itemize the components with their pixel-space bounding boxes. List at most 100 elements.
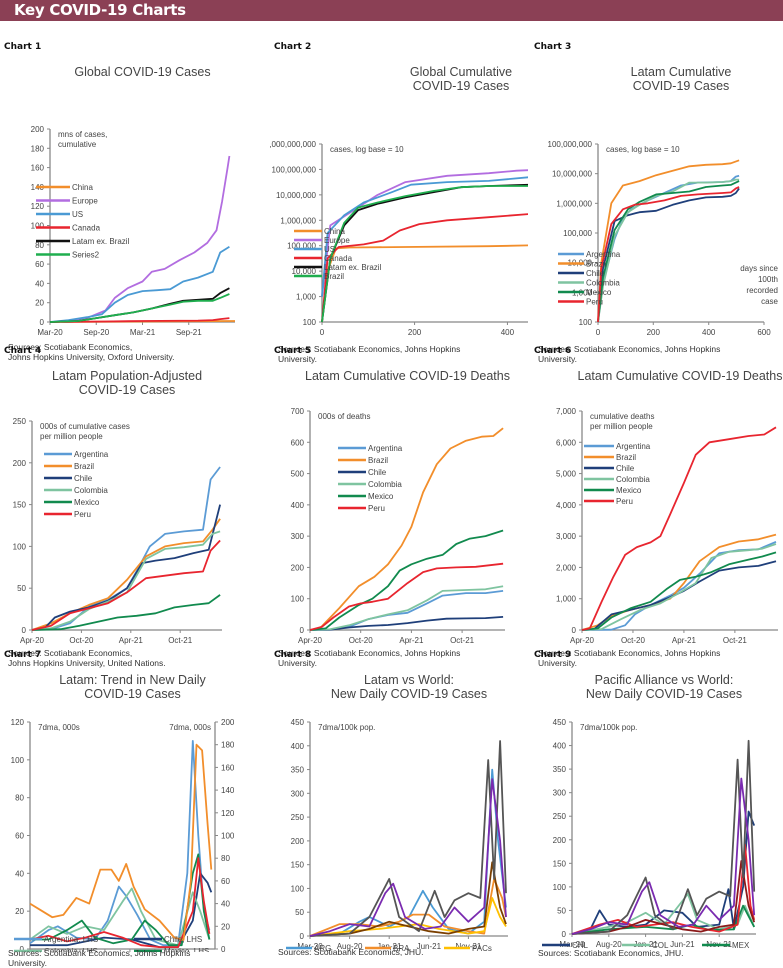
- y-tick-label-right: 180: [221, 741, 235, 750]
- legend-label: Canada: [72, 224, 101, 233]
- y-tick-label: 80: [15, 794, 24, 803]
- y-tick-label: 250: [291, 813, 305, 822]
- legend-label: Brazil: [368, 456, 388, 465]
- legend-item: Mexico: [44, 498, 100, 507]
- legend-item: US: [36, 210, 83, 219]
- y-tick-label: 20: [35, 299, 44, 308]
- x-tick-label: Oct-21: [723, 636, 748, 645]
- chart-number: Chart 2: [274, 42, 311, 52]
- y-tick-label: 50: [557, 906, 566, 915]
- x-tick-label: Oct-20: [621, 636, 646, 645]
- page-banner: Key COVID-19 Charts: [0, 0, 783, 21]
- series-line-arg: [310, 770, 506, 936]
- source-line: Sources: Scotiabank Economics, JHU.: [278, 947, 424, 957]
- series-line-chile: [582, 561, 776, 630]
- legend-label: Peru: [616, 497, 633, 506]
- y-tick-label: 450: [291, 718, 305, 727]
- y-tick-label-right: 120: [221, 809, 235, 818]
- legend-label: China: [72, 183, 93, 192]
- y-tick-label: 0: [572, 626, 577, 635]
- x-tick-label: Apr-20: [298, 636, 323, 645]
- chart-title: Latam Population-Adjusted: [52, 369, 202, 383]
- y-tick-label: 200: [31, 125, 45, 134]
- legend-label: MEX: [732, 941, 750, 950]
- x-tick-label: Apr-20: [570, 636, 595, 645]
- y-tick-label: 250: [553, 812, 567, 821]
- y-tick-label-right: 60: [221, 877, 230, 886]
- unit-note: cumulative deaths: [590, 412, 654, 421]
- source-line: Sources: Scotiabank Economics, JHU.: [538, 948, 684, 958]
- x-tick-label: 400: [702, 328, 716, 337]
- chart-title: Latam Cumulative COVID-19 Deaths: [305, 369, 510, 383]
- legend-label: Brazil: [616, 453, 636, 462]
- legend-label: Latam ex. Brazil: [72, 237, 130, 246]
- series-line-latam-ex-brazil: [322, 182, 528, 322]
- x-tick-label: Apr-21: [672, 636, 697, 645]
- y-tick-label: 400: [553, 742, 567, 751]
- legend-item: Argentina: [44, 450, 109, 459]
- series-line-brazil-rhs: [30, 745, 211, 940]
- chart-title: New Daily COVID-19 Cases: [586, 687, 742, 701]
- unit-note: cases, log base = 10: [606, 145, 680, 154]
- y-tick-label-right: 100: [221, 832, 235, 841]
- y-tick-label: 100: [291, 595, 305, 604]
- y-tick-label: 100: [13, 542, 27, 551]
- y-tick-label: 1,000: [296, 293, 317, 302]
- source-note: Sources: Scotiabank Economics, JHU.: [278, 947, 424, 957]
- unit-note: cases, log base = 10: [330, 145, 404, 154]
- y-tick-label: 1,000,000,000: [270, 140, 317, 149]
- x-tick-label: 200: [647, 328, 661, 337]
- series-line-us: [310, 779, 506, 936]
- chart-title: Pacific Alliance vs World:: [595, 673, 734, 687]
- x-tick-label: 400: [501, 328, 515, 337]
- series-line-peru-lhs: [30, 858, 209, 947]
- series-line-peru: [310, 564, 503, 630]
- legend-label: Chile: [586, 269, 605, 278]
- unit-note: cumulative: [58, 140, 97, 149]
- y-tick-label: 10,000,000: [276, 191, 317, 200]
- x-tick-label: Apr-21: [399, 636, 424, 645]
- y-tick-label: 10,000,000: [552, 170, 593, 179]
- chart-title: Global COVID-19 Cases: [74, 65, 210, 79]
- legend-label: Brazil: [324, 272, 344, 281]
- y-tick-label: 300: [291, 532, 305, 541]
- chart5-svg: Latam Cumulative COVID-19 Deaths01002003…: [270, 358, 528, 648]
- y-tick-label: 100: [11, 756, 25, 765]
- y-tick-label: 100,000,000: [272, 165, 317, 174]
- legend-label: China: [324, 227, 345, 236]
- unit-note: 7dma, 000s: [38, 723, 80, 732]
- legend-label: Colombia: [616, 475, 650, 484]
- legend-item: Argentina: [338, 444, 403, 453]
- x-tick-label: Apr-20: [20, 636, 45, 645]
- x-tick-label: 600: [757, 328, 771, 337]
- legend-label: PACs: [472, 944, 492, 952]
- legend-label: Colombia: [368, 480, 402, 489]
- legend-label: Europe: [324, 236, 350, 245]
- legend-item: China: [294, 227, 345, 236]
- series-line-uk: [310, 741, 506, 936]
- y-tick-label: 100,000: [563, 229, 592, 238]
- legend-item: Peru: [44, 510, 91, 519]
- unit-note: 000s of deaths: [318, 412, 370, 421]
- legend-item: China: [36, 183, 93, 192]
- legend-label: Peru: [74, 510, 91, 519]
- series-line-brazil: [322, 183, 528, 322]
- y-tick-label: 200: [291, 837, 305, 846]
- legend-label: Peru: [368, 504, 385, 513]
- x-tick-label: Oct-21: [450, 636, 475, 645]
- chart-title: Latam: Trend in New Daily: [59, 673, 206, 687]
- series-line-brazil: [310, 428, 503, 630]
- chart-title: Latam Cumulative: [631, 65, 732, 79]
- series-line-china: [322, 244, 528, 322]
- legend-label: Chile: [74, 474, 93, 483]
- y-tick-label: 160: [31, 164, 45, 173]
- legend-label: Argentina: [74, 450, 109, 459]
- chart-title: COVID-19 Cases: [413, 79, 510, 93]
- x-tick-label: 200: [408, 328, 422, 337]
- source-note: Sources: Scotiabank Economics, Johns Hop…: [8, 948, 190, 968]
